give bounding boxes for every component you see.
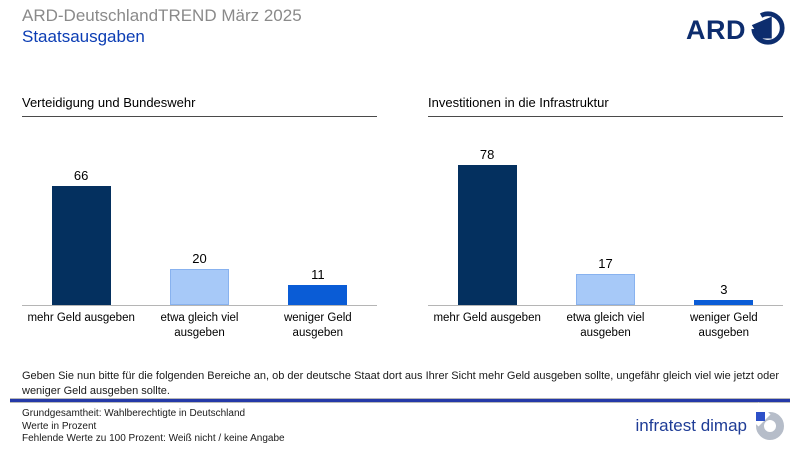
survey-question-text: Geben Sie nun bitte für die folgenden Be…	[22, 370, 780, 397]
ard-logo-text: ARD	[686, 15, 746, 45]
category-labels: mehr Geld ausgeben etwa gleich viel ausg…	[22, 311, 377, 341]
bar-gleich-viel	[169, 269, 229, 305]
footnotes: Grundgesamtheit: Wahlberechtigte in Deut…	[22, 408, 285, 446]
report-header: ARD-DeutschlandTREND März 2025 Staatsaus…	[22, 6, 302, 48]
bar-weniger-geld	[288, 285, 348, 305]
footnote-line: Fehlende Werte zu 100 Prozent: Weiß nich…	[22, 433, 285, 444]
report-title: ARD-DeutschlandTREND März 2025	[22, 6, 302, 25]
separator-line	[10, 398, 790, 403]
bar-column: 17	[546, 256, 664, 305]
chart-panel-verteidigung: Verteidigung und Bundeswehr 66 20 11 meh…	[22, 95, 377, 341]
category-label: weniger Geld ausgeben	[283, 312, 352, 339]
chart-panels: Verteidigung und Bundeswehr 66 20 11 meh…	[22, 95, 783, 341]
bar-column: 11	[259, 267, 377, 305]
bar-gleich-viel	[575, 274, 635, 305]
footnote-line: Werte in Prozent	[22, 420, 97, 432]
page-title: Staatsausgaben	[22, 27, 145, 47]
ard-logo: ARD	[686, 9, 786, 52]
infratest-dimap-branding: infratest dimap	[635, 402, 784, 440]
category-label: mehr Geld ausgeben	[27, 312, 135, 324]
bar-value-label: 3	[720, 282, 728, 297]
dimap-ring-shape	[756, 412, 784, 440]
category-label: mehr Geld ausgeben	[433, 312, 541, 324]
chart-title: Verteidigung und Bundeswehr	[22, 95, 377, 117]
category-label: etwa gleich viel ausgeben	[566, 312, 645, 339]
bar-column: 20	[140, 251, 258, 305]
bar-weniger-geld	[694, 300, 754, 305]
bar-value-label: 66	[73, 168, 89, 183]
dimap-square-shape	[756, 412, 765, 421]
ard-one-circle-icon	[748, 9, 786, 52]
bar-value-label: 17	[598, 256, 613, 271]
bar-mehr-geld	[457, 165, 517, 305]
bar-column: 78	[428, 147, 546, 305]
category-label: weniger Geld ausgeben	[689, 312, 758, 339]
bar-column: 3	[665, 282, 783, 305]
bar-plot: 66 20 11	[22, 117, 377, 306]
footnote-line: Grundgesamtheit: Wahlberechtigte in Deut…	[22, 408, 246, 419]
bar-column: 66	[22, 168, 140, 305]
infratest-dimap-icon	[746, 402, 784, 440]
bar-plot: 78 17 3	[428, 117, 783, 306]
bar-value-label: 20	[192, 251, 207, 266]
bar-value-label: 11	[311, 267, 325, 282]
category-labels: mehr Geld ausgeben etwa gleich viel ausg…	[428, 311, 783, 341]
category-label: etwa gleich viel ausgeben	[160, 312, 239, 339]
chart-panel-infrastruktur: Investitionen in die Infrastruktur 78 17…	[428, 95, 783, 341]
chart-title: Investitionen in die Infrastruktur	[428, 95, 783, 117]
infratest-dimap-label: infratest dimap	[635, 416, 748, 435]
bar-value-label: 78	[479, 147, 495, 162]
bar-mehr-geld	[51, 186, 111, 305]
